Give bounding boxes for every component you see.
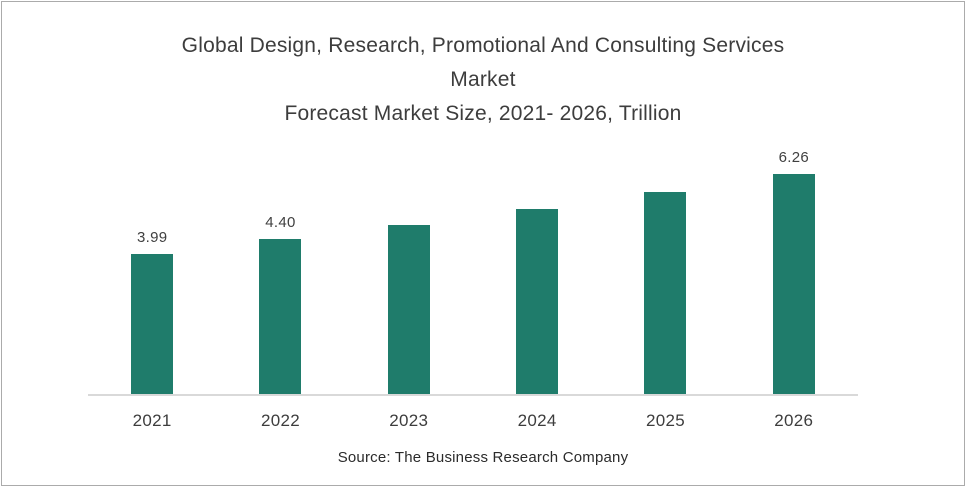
bar-2023 — [387, 225, 430, 394]
bar-slot-2023 — [345, 94, 473, 394]
bar-value-label-2021: 3.99 — [136, 229, 168, 246]
x-axis-line — [88, 394, 858, 396]
x-axis-label-2022: 2022 — [260, 411, 300, 430]
bar-slot-2025 — [601, 94, 729, 394]
x-axis-label-2021: 2021 — [132, 411, 172, 430]
bar-value-label-2022: 4.40 — [265, 214, 296, 231]
x-axis-labels: 2021 2022 2023 2024 2025 2026 — [88, 411, 858, 431]
chart-title-line-2: Market — [450, 68, 516, 91]
plot-area: 3.99 4.40 6.26 — [88, 94, 858, 394]
bar-2025 — [644, 192, 687, 394]
bar-2022 — [259, 239, 302, 394]
chart-title-line-1: Global Design, Research, Promotional And… — [181, 34, 785, 57]
chart-title-line-3: Forecast Market Size, 2021- 2026, Trilli… — [284, 102, 682, 125]
bar-2026 — [772, 174, 815, 394]
x-axis-label-2024: 2024 — [517, 411, 557, 430]
bar-slot-2022: 4.40 — [216, 94, 344, 394]
bar-value-label-2026: 6.26 — [778, 149, 809, 166]
bar-slot-2024 — [473, 94, 601, 394]
x-axis-label-2026: 2026 — [774, 411, 814, 430]
x-axis-label-2023: 2023 — [389, 411, 429, 430]
bar-2024 — [516, 209, 559, 394]
bar-2021 — [131, 254, 174, 394]
bar-slot-2026: 6.26 — [730, 94, 858, 394]
bar-slot-2021: 3.99 — [88, 94, 216, 394]
x-axis-label-2025: 2025 — [645, 411, 685, 430]
source-note: Source: The Business Research Company — [337, 449, 629, 466]
chart-title: Global Design, Research, Promotional And… — [0, 29, 966, 131]
